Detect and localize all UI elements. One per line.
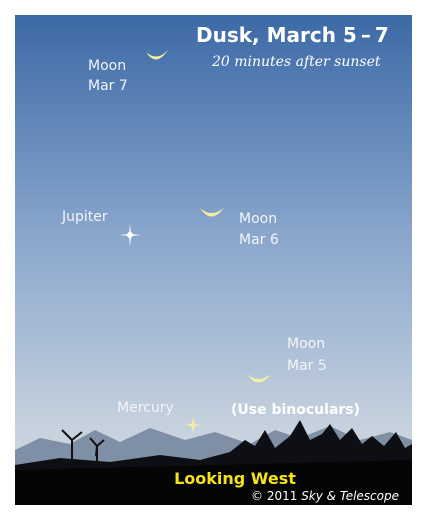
sky-chart: Dusk, March 5 – 7 20 minutes after sunse…	[0, 0, 427, 522]
copyright-publisher: Sky & Telescope	[301, 489, 399, 503]
label-date: Mar 7	[88, 78, 128, 94]
label-date: Mar 6	[239, 232, 279, 248]
label: Mercury	[117, 400, 174, 416]
label: Moon	[239, 211, 277, 227]
copyright-year: © 2011	[251, 489, 297, 503]
note: (Use binoculars)	[231, 402, 360, 418]
copyright: © 2011 Sky & Telescope	[251, 489, 399, 503]
subtitle: 20 minutes after sunset	[211, 54, 381, 70]
label: Moon	[287, 336, 325, 352]
label: Moon	[88, 58, 126, 74]
label: Jupiter	[61, 209, 108, 225]
direction: Looking West	[174, 469, 296, 488]
label-date: Mar 5	[287, 358, 327, 374]
title: Dusk, March 5 – 7	[196, 23, 389, 47]
